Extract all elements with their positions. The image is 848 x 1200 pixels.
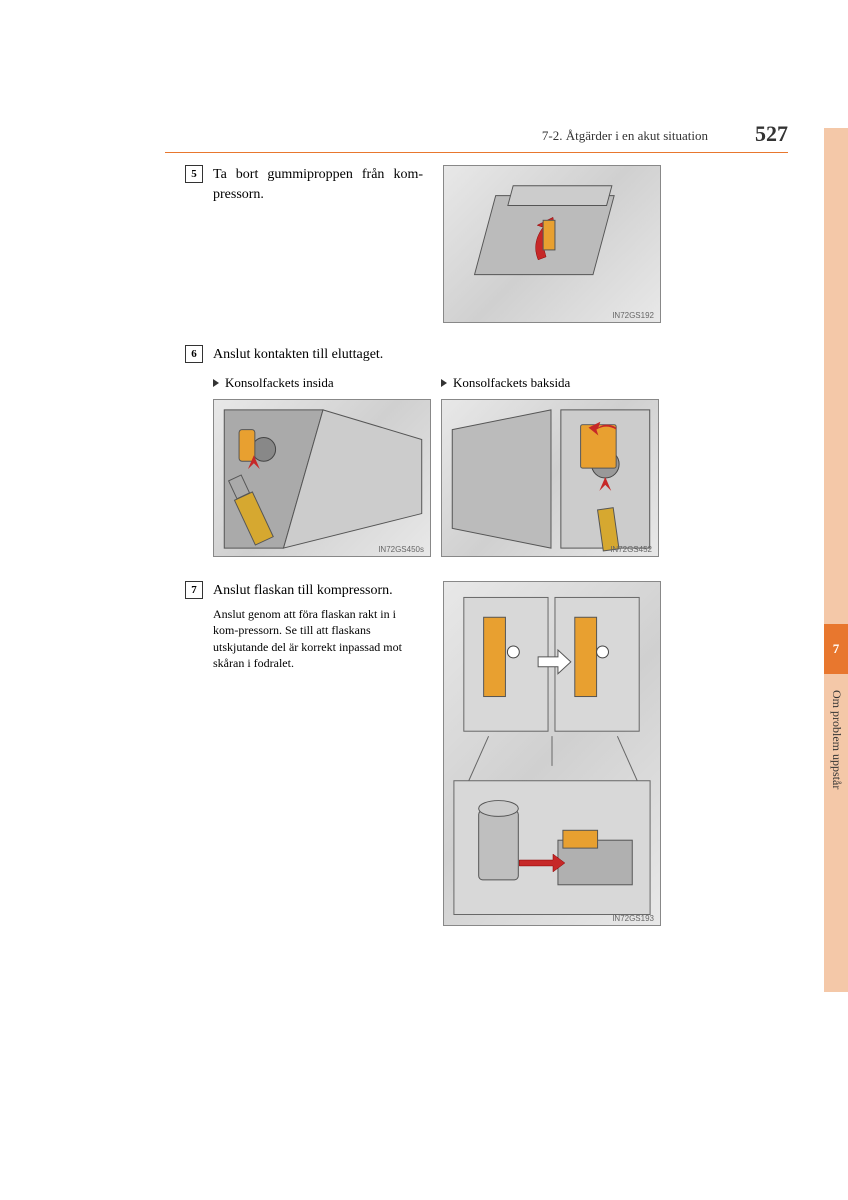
step-7-subtext: Anslut genom att föra flaskan rakt in i … bbox=[213, 606, 423, 671]
bullet-text: Konsolfackets insida bbox=[225, 375, 334, 391]
step-6-images-row: IN72GS450s IN72GS452 bbox=[213, 399, 788, 557]
step-7-container: 7 Anslut flaskan till kompressorn. Anslu… bbox=[185, 581, 788, 941]
side-vertical-text: Om problem uppstår bbox=[829, 690, 844, 789]
step-7-illustration: IN72GS193 bbox=[443, 581, 661, 926]
step-7-text: Anslut flaskan till kompressorn. bbox=[213, 581, 423, 601]
chapter-tab: 7 bbox=[824, 624, 848, 674]
outlet-back-svg bbox=[442, 400, 658, 556]
step-5-illustration: IN72GS192 bbox=[443, 165, 661, 323]
step-number-box: 7 bbox=[185, 581, 203, 599]
image-caption: IN72GS452 bbox=[610, 545, 652, 554]
page-header: 7-2. Åtgärder i en akut situation 527 bbox=[165, 125, 788, 153]
image-caption: IN72GS192 bbox=[612, 311, 654, 320]
step-number-box: 5 bbox=[185, 165, 203, 183]
step-6-bullets: Konsolfackets insida Konsolfackets baksi… bbox=[213, 375, 788, 391]
image-caption: IN72GS193 bbox=[612, 914, 654, 923]
chapter-number: 7 bbox=[833, 641, 840, 657]
console-inside-illustration: IN72GS450s bbox=[213, 399, 431, 557]
step-5-container: 5 Ta bort gummiproppen från kom-pressorn… bbox=[185, 165, 788, 335]
bullet-label-right: Konsolfackets baksida bbox=[441, 375, 659, 391]
compressor-illustration-svg bbox=[444, 166, 660, 322]
section-label: 7-2. Åtgärder i en akut situation bbox=[542, 128, 708, 144]
step-number: 7 bbox=[191, 584, 197, 596]
bullet-arrow-icon bbox=[213, 379, 219, 387]
step-number: 5 bbox=[191, 168, 197, 180]
step-number-box: 6 bbox=[185, 345, 203, 363]
bullet-text: Konsolfackets baksida bbox=[453, 375, 570, 391]
step-number: 6 bbox=[191, 348, 197, 360]
step-6-text: Anslut kontakten till eluttaget. bbox=[213, 345, 788, 365]
page-number: 527 bbox=[755, 121, 788, 147]
console-back-illustration: IN72GS452 bbox=[441, 399, 659, 557]
step-6: 6 Anslut kontakten till eluttaget. bbox=[185, 345, 788, 365]
step-6-container: 6 Anslut kontakten till eluttaget. Konso… bbox=[185, 345, 788, 557]
step-5-text: Ta bort gummiproppen från kom-pressorn. bbox=[213, 165, 423, 204]
bullet-arrow-icon bbox=[441, 379, 447, 387]
side-tab-background bbox=[824, 128, 848, 992]
page-content: 5 Ta bort gummiproppen från kom-pressorn… bbox=[185, 165, 788, 941]
outlet-inside-svg bbox=[214, 400, 430, 556]
bullet-label-left: Konsolfackets insida bbox=[213, 375, 431, 391]
bullet-right: Konsolfackets baksida bbox=[441, 375, 659, 391]
bottle-compressor-svg bbox=[444, 582, 660, 925]
image-caption: IN72GS450s bbox=[378, 545, 424, 554]
bullet-left: Konsolfackets insida bbox=[213, 375, 431, 391]
